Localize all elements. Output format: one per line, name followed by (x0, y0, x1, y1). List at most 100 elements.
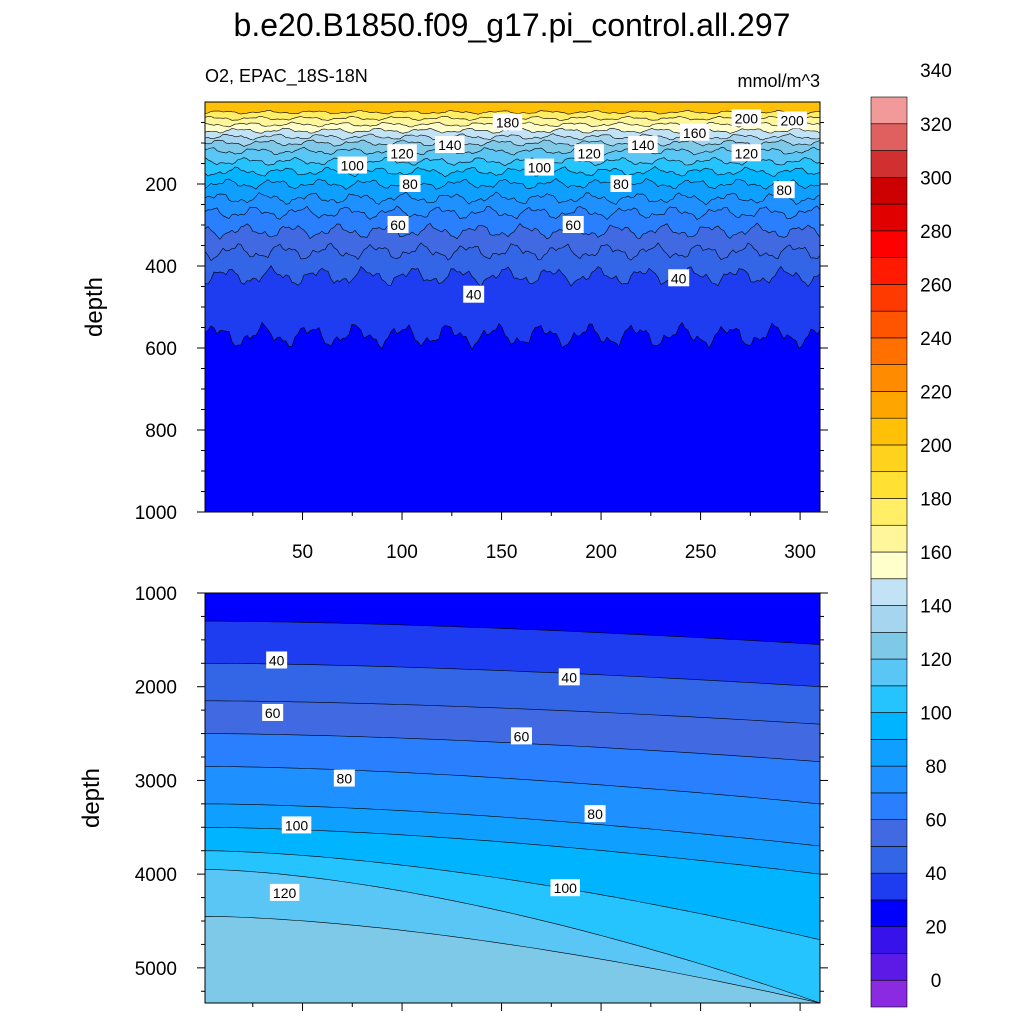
units-string: mmol/m^3 (738, 71, 820, 91)
colorbar-swatch (870, 899, 908, 928)
upper-contour-label: 80 (399, 175, 421, 192)
lower-ytick-label: 3000 (135, 771, 177, 792)
colorbar-swatch (870, 203, 908, 232)
colorbar-swatch (870, 658, 908, 687)
colorbar-label: 280 (920, 222, 952, 243)
svg-text:160: 160 (683, 125, 707, 141)
upper-ytick-label: 400 (145, 257, 177, 278)
upper-contour-30 (205, 321, 820, 512)
upper-contour-label: 100 (524, 158, 555, 176)
svg-text:100: 100 (285, 817, 309, 833)
svg-text:140: 140 (438, 137, 462, 153)
colorbar-label: 160 (920, 543, 952, 564)
svg-text:60: 60 (390, 217, 406, 233)
colorbar-swatch (870, 792, 908, 820)
colorbar-swatch (870, 284, 908, 312)
svg-text:100: 100 (554, 880, 578, 896)
colorbar-label: 200 (920, 436, 952, 457)
lower-ytick-label: 2000 (135, 678, 177, 699)
lower-panel: 40 40 60 60 80 80 100 100 120 1000 2000 3000 4000 500… (78, 584, 828, 1011)
colorbar-label: 320 (920, 115, 952, 136)
colorbar-swatch (870, 417, 908, 446)
lower-contour-label: 40 (558, 668, 580, 686)
colorbar-label: 340 (920, 61, 952, 82)
lower-contour-label: 100 (281, 816, 312, 834)
colorbar-swatch (870, 524, 908, 553)
colorbar-swatch (870, 257, 908, 285)
colorbar-swatch (870, 712, 908, 740)
colorbar-label: 0 (931, 971, 942, 992)
colorbar-swatch (870, 123, 908, 151)
colorbar-label: 80 (925, 757, 946, 778)
upper-contour-label: 120 (574, 144, 604, 162)
colorbar: 0 20 40 60 80 100 120 140 160 180 200 220 240 260 280 3… (870, 61, 952, 1008)
colorbar-swatch (870, 337, 908, 365)
upper-contour-label: 60 (387, 216, 409, 233)
lower-contour-label: 120 (269, 883, 300, 901)
colorbar-swatch (870, 819, 908, 847)
upper-contour-label: 80 (610, 175, 632, 192)
upper-contour-label: 140 (435, 136, 465, 154)
colorbar-swatch (870, 926, 908, 954)
colorbar-swatch (870, 230, 908, 258)
colorbar-swatch (870, 953, 908, 981)
figure-title: b.e20.B1850.f09_g17.pi_control.all.297 (234, 7, 791, 43)
upper-ytick-label: 1000 (135, 503, 177, 524)
lower-ylabel: depth (78, 768, 105, 828)
upper-xtick-label: 100 (386, 542, 418, 563)
upper-contour-label: 120 (387, 144, 417, 162)
colorbar-label: 180 (920, 489, 952, 510)
upper-panel: 200 200 180 160 140 140 120 120 120 100 100 80 80 80 6… (81, 101, 828, 563)
colorbar-swatch (870, 551, 908, 580)
colorbar-swatch (870, 979, 908, 1008)
upper-xtick-label: 200 (585, 542, 617, 563)
colorbar-swatch (870, 444, 908, 473)
upper-contour-label: 160 (679, 123, 710, 141)
colorbar-swatch (870, 631, 908, 660)
lower-contour-label: 100 (550, 879, 580, 897)
svg-text:80: 80 (776, 182, 792, 198)
upper-contour-label: 40 (463, 285, 485, 303)
svg-text:80: 80 (587, 806, 603, 822)
colorbar-swatch (870, 471, 908, 499)
upper-contour-label: 200 (731, 109, 762, 127)
lower-contour-label: 80 (333, 769, 355, 787)
colorbar-swatch (870, 765, 908, 794)
svg-text:200: 200 (780, 112, 804, 128)
colorbar-label: 140 (920, 597, 952, 618)
lower-ytick-label: 4000 (135, 865, 177, 886)
upper-ytick-label: 600 (145, 339, 177, 360)
colorbar-swatch (870, 310, 908, 339)
lower-ytick-label: 5000 (135, 959, 177, 980)
svg-text:180: 180 (496, 115, 520, 131)
lower-contour-label: 60 (262, 703, 284, 721)
svg-text:200: 200 (735, 110, 759, 126)
svg-text:40: 40 (466, 287, 482, 303)
colorbar-swatch (870, 605, 908, 633)
upper-contour-label: 60 (562, 216, 584, 233)
lower-contour-120 (205, 915, 820, 1003)
upper-xtick-label: 150 (486, 542, 518, 563)
colorbar-swatch (870, 498, 908, 526)
colorbar-label: 220 (920, 382, 952, 403)
svg-text:80: 80 (337, 771, 353, 787)
lower-ytick-label: 1000 (135, 584, 177, 605)
colorbar-label: 20 (925, 918, 946, 939)
upper-contour-label: 200 (777, 111, 807, 129)
colorbar-swatch (870, 685, 908, 713)
colorbar-label: 240 (920, 329, 952, 350)
svg-text:100: 100 (528, 160, 552, 176)
svg-text:120: 120 (577, 145, 601, 161)
lower-contour-label: 40 (266, 651, 288, 669)
colorbar-swatch (870, 176, 908, 205)
colorbar-label: 40 (925, 864, 946, 885)
svg-text:100: 100 (341, 158, 365, 174)
upper-contour-label: 100 (337, 156, 368, 174)
upper-ytick-label: 200 (145, 175, 177, 196)
svg-text:120: 120 (390, 145, 414, 161)
colorbar-swatch (870, 150, 908, 178)
upper-contour-label: 140 (628, 136, 658, 154)
svg-text:40: 40 (269, 652, 285, 668)
colorbar-label: 120 (920, 650, 952, 671)
